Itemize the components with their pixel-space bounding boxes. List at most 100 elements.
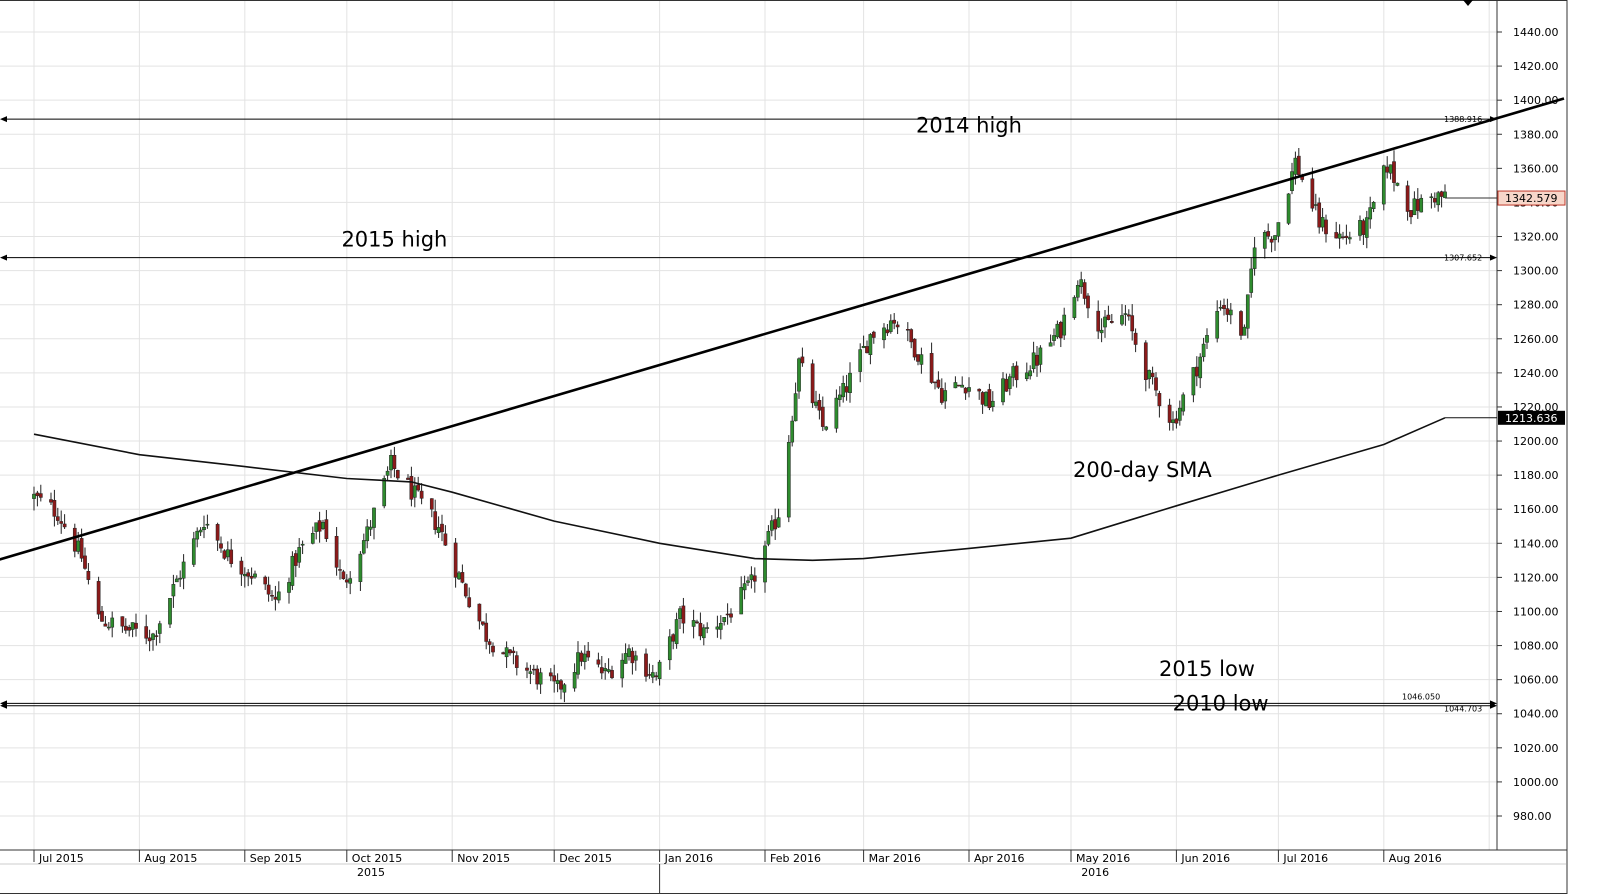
candle	[1415, 199, 1420, 211]
candle	[977, 388, 982, 392]
candle	[572, 672, 577, 689]
candle	[52, 500, 57, 517]
candle	[552, 675, 557, 682]
candle	[1388, 164, 1393, 174]
candle	[1225, 308, 1230, 315]
y-tick-label: 1240.00	[1513, 367, 1559, 380]
candle	[100, 610, 104, 622]
candle	[1126, 314, 1131, 317]
y-tick-label: 1400.00	[1513, 94, 1559, 107]
candle	[528, 671, 533, 674]
candle	[341, 571, 346, 580]
candle	[409, 476, 414, 500]
candle	[297, 547, 302, 563]
candle	[144, 626, 149, 639]
y-tick-label: 1300.00	[1513, 265, 1559, 278]
candle	[1177, 407, 1182, 421]
candle	[290, 555, 295, 586]
candle	[739, 587, 744, 615]
candle	[1228, 309, 1233, 316]
candle	[1215, 311, 1220, 339]
candle	[348, 578, 353, 584]
candle	[429, 498, 434, 510]
candle	[582, 653, 587, 662]
candle	[1290, 171, 1294, 192]
candle	[501, 652, 506, 655]
level-arrow-right-icon	[1490, 254, 1497, 261]
trendline	[0, 97, 1565, 561]
candle	[691, 620, 696, 627]
candle	[1174, 418, 1179, 424]
candle	[130, 622, 135, 630]
level-arrow-right-icon	[1490, 116, 1497, 123]
candle	[1205, 335, 1209, 343]
candle	[912, 338, 917, 358]
candle	[440, 523, 444, 533]
candle	[443, 533, 448, 546]
candle	[317, 520, 322, 532]
candle	[72, 527, 77, 552]
sma-value-box	[1498, 410, 1565, 425]
candle	[406, 477, 410, 480]
candle	[882, 327, 886, 341]
candle	[419, 490, 424, 499]
candle	[416, 484, 421, 491]
candle	[266, 584, 271, 595]
candle	[705, 627, 710, 629]
x-tick-label: Jul 2016	[1282, 852, 1328, 865]
candle	[365, 526, 370, 542]
candle	[96, 581, 101, 615]
candle	[504, 647, 509, 658]
candle	[1266, 231, 1271, 237]
chart-annotation: 2015 high	[341, 228, 447, 252]
chart-annotation: 2010 low	[1173, 691, 1269, 715]
candle	[174, 578, 179, 583]
candle	[933, 381, 937, 384]
candle	[1371, 202, 1376, 209]
y-tick-label: 1320.00	[1513, 231, 1559, 244]
y-tick-label: 1360.00	[1513, 162, 1559, 175]
candle	[888, 320, 893, 332]
candle	[1341, 236, 1345, 239]
candle	[372, 507, 376, 528]
level-arrow-left-icon	[0, 116, 7, 123]
candle	[338, 569, 342, 571]
candle	[1028, 370, 1033, 377]
candle	[1239, 311, 1243, 336]
candle	[1198, 356, 1203, 379]
y-tick-label: 1000.00	[1513, 776, 1559, 789]
candle	[1123, 313, 1128, 315]
y-tick-label: 1280.00	[1513, 299, 1559, 312]
candle	[769, 520, 774, 531]
candle	[1409, 210, 1413, 218]
candle	[1419, 197, 1424, 213]
candle	[1262, 232, 1267, 249]
candle	[1252, 247, 1257, 269]
candle	[511, 650, 516, 654]
y-tick-label: 1020.00	[1513, 742, 1559, 755]
candle	[273, 596, 278, 600]
candle	[1035, 354, 1039, 366]
candle	[525, 667, 529, 671]
candle	[1347, 237, 1352, 240]
candle	[59, 521, 64, 524]
candle	[215, 524, 220, 541]
candle	[956, 384, 961, 387]
y-tick-label: 1040.00	[1513, 708, 1559, 721]
candle	[1106, 314, 1111, 320]
candle	[814, 401, 818, 406]
candle	[678, 608, 682, 619]
y-tick-label: 1380.00	[1513, 128, 1559, 141]
dropdown-arrow-icon[interactable]	[1463, 0, 1473, 6]
candle	[225, 549, 230, 558]
candle	[749, 574, 754, 581]
candle	[610, 670, 614, 679]
candle	[154, 635, 159, 637]
candle	[324, 519, 329, 539]
candle	[766, 531, 771, 545]
candle	[1038, 347, 1043, 365]
candle	[86, 571, 91, 580]
candle	[334, 536, 339, 568]
